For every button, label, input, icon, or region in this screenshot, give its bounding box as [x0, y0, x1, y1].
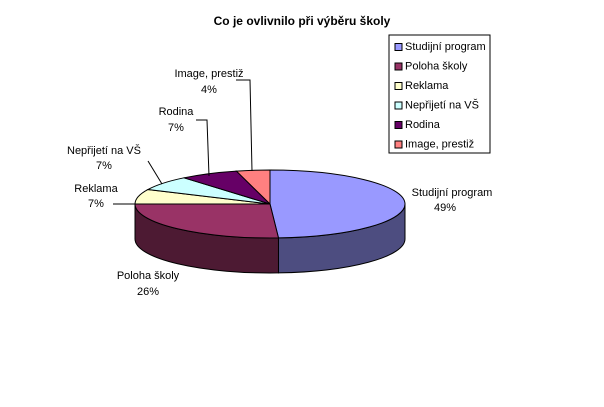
slice-value: 49%: [434, 202, 456, 214]
legend-label: Nepřijetí na VŠ: [405, 98, 479, 111]
pie-slice: [235, 169, 271, 206]
legend-box: [388, 34, 491, 154]
legend-swatch: [394, 62, 403, 71]
legend-swatch: [394, 101, 403, 110]
slice-label: Image, prestiž: [174, 68, 243, 80]
legend-swatch: [394, 121, 403, 129]
pie-slice: [134, 203, 280, 239]
slice-label: Studijní program: [412, 187, 493, 199]
slice-value: 26%: [137, 286, 159, 298]
slice-label: Rodina: [159, 106, 195, 118]
slice-label: Nepřijetí na VŠ: [67, 144, 141, 157]
slice-label: Poloha školy: [117, 270, 180, 282]
leader-line: [236, 79, 253, 172]
legend-swatch: [394, 43, 403, 51]
slice-value: 7%: [168, 122, 184, 134]
legend-label: Rodina: [405, 119, 441, 131]
legend-label: Reklama: [405, 80, 449, 92]
legend-label: Studijní program: [405, 41, 486, 53]
leader-line: [196, 119, 210, 177]
slice-label: Reklama: [74, 183, 118, 195]
legend-swatch: [394, 82, 403, 90]
legend-swatch: [394, 140, 403, 149]
slice-value: 7%: [88, 198, 104, 210]
slice-value: 4%: [201, 84, 217, 96]
legend-label: Image, prestiž: [405, 138, 474, 150]
leader-line: [147, 160, 163, 185]
legend-label: Poloha školy: [405, 60, 468, 72]
chart-title: Co je ovlivnilo při výběru školy: [214, 14, 391, 28]
pie-slice: [269, 169, 406, 239]
slice-value: 7%: [96, 160, 112, 172]
